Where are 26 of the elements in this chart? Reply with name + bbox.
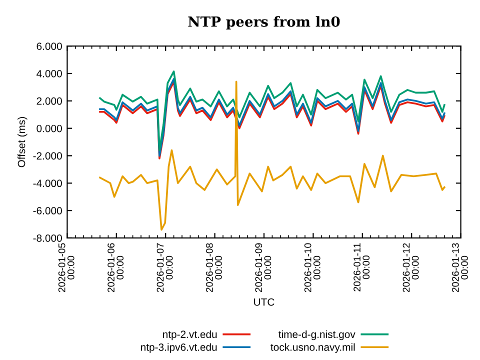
line-series [99,80,446,231]
legend-label: ntp-3.ipv6.vt.edu [141,343,217,353]
y-tick-label: -4.000 [33,180,62,188]
legend-label: time-d-g.nist.gov [278,330,356,340]
y-tick-label: 6.000 [36,42,62,50]
y-tick-label: -2.000 [33,152,62,160]
y-axis-title: Offset (ms) [18,117,28,168]
x-tick-label: 2026-01-10 00:00 [304,243,320,292]
x-tick-label: 2026-01-12 00:00 [402,243,419,292]
legend-label: ntp-2.vt.edu [163,330,217,340]
x-tick-label: 2026-01-09 00:00 [255,243,272,292]
x-tick-label: 2026-01-11 00:00 [354,243,370,292]
y-tick-label: -8.000 [33,234,62,242]
x-tick-label: 2026-01-08 00:00 [206,243,222,292]
y-tick-label: 0.000 [36,124,62,132]
line-series [99,70,446,152]
legend-label: tock.usno.navy.mil [270,343,355,353]
chart-title: NTP peers from ln0 [188,16,340,30]
y-tick-label: 2.000 [36,97,62,105]
y-tick-label: 4.000 [36,70,62,78]
x-tick-label: 2026-01-05 00:00 [58,243,74,292]
y-tick-label: -6.000 [33,207,62,214]
x-tick-label: 2026-01-07 00:00 [156,243,173,292]
x-tick-label: 2026-01-06 00:00 [108,243,124,292]
x-tick-label: 2026-01-13 00:00 [452,243,468,292]
x-axis-title: UTC [254,298,274,306]
